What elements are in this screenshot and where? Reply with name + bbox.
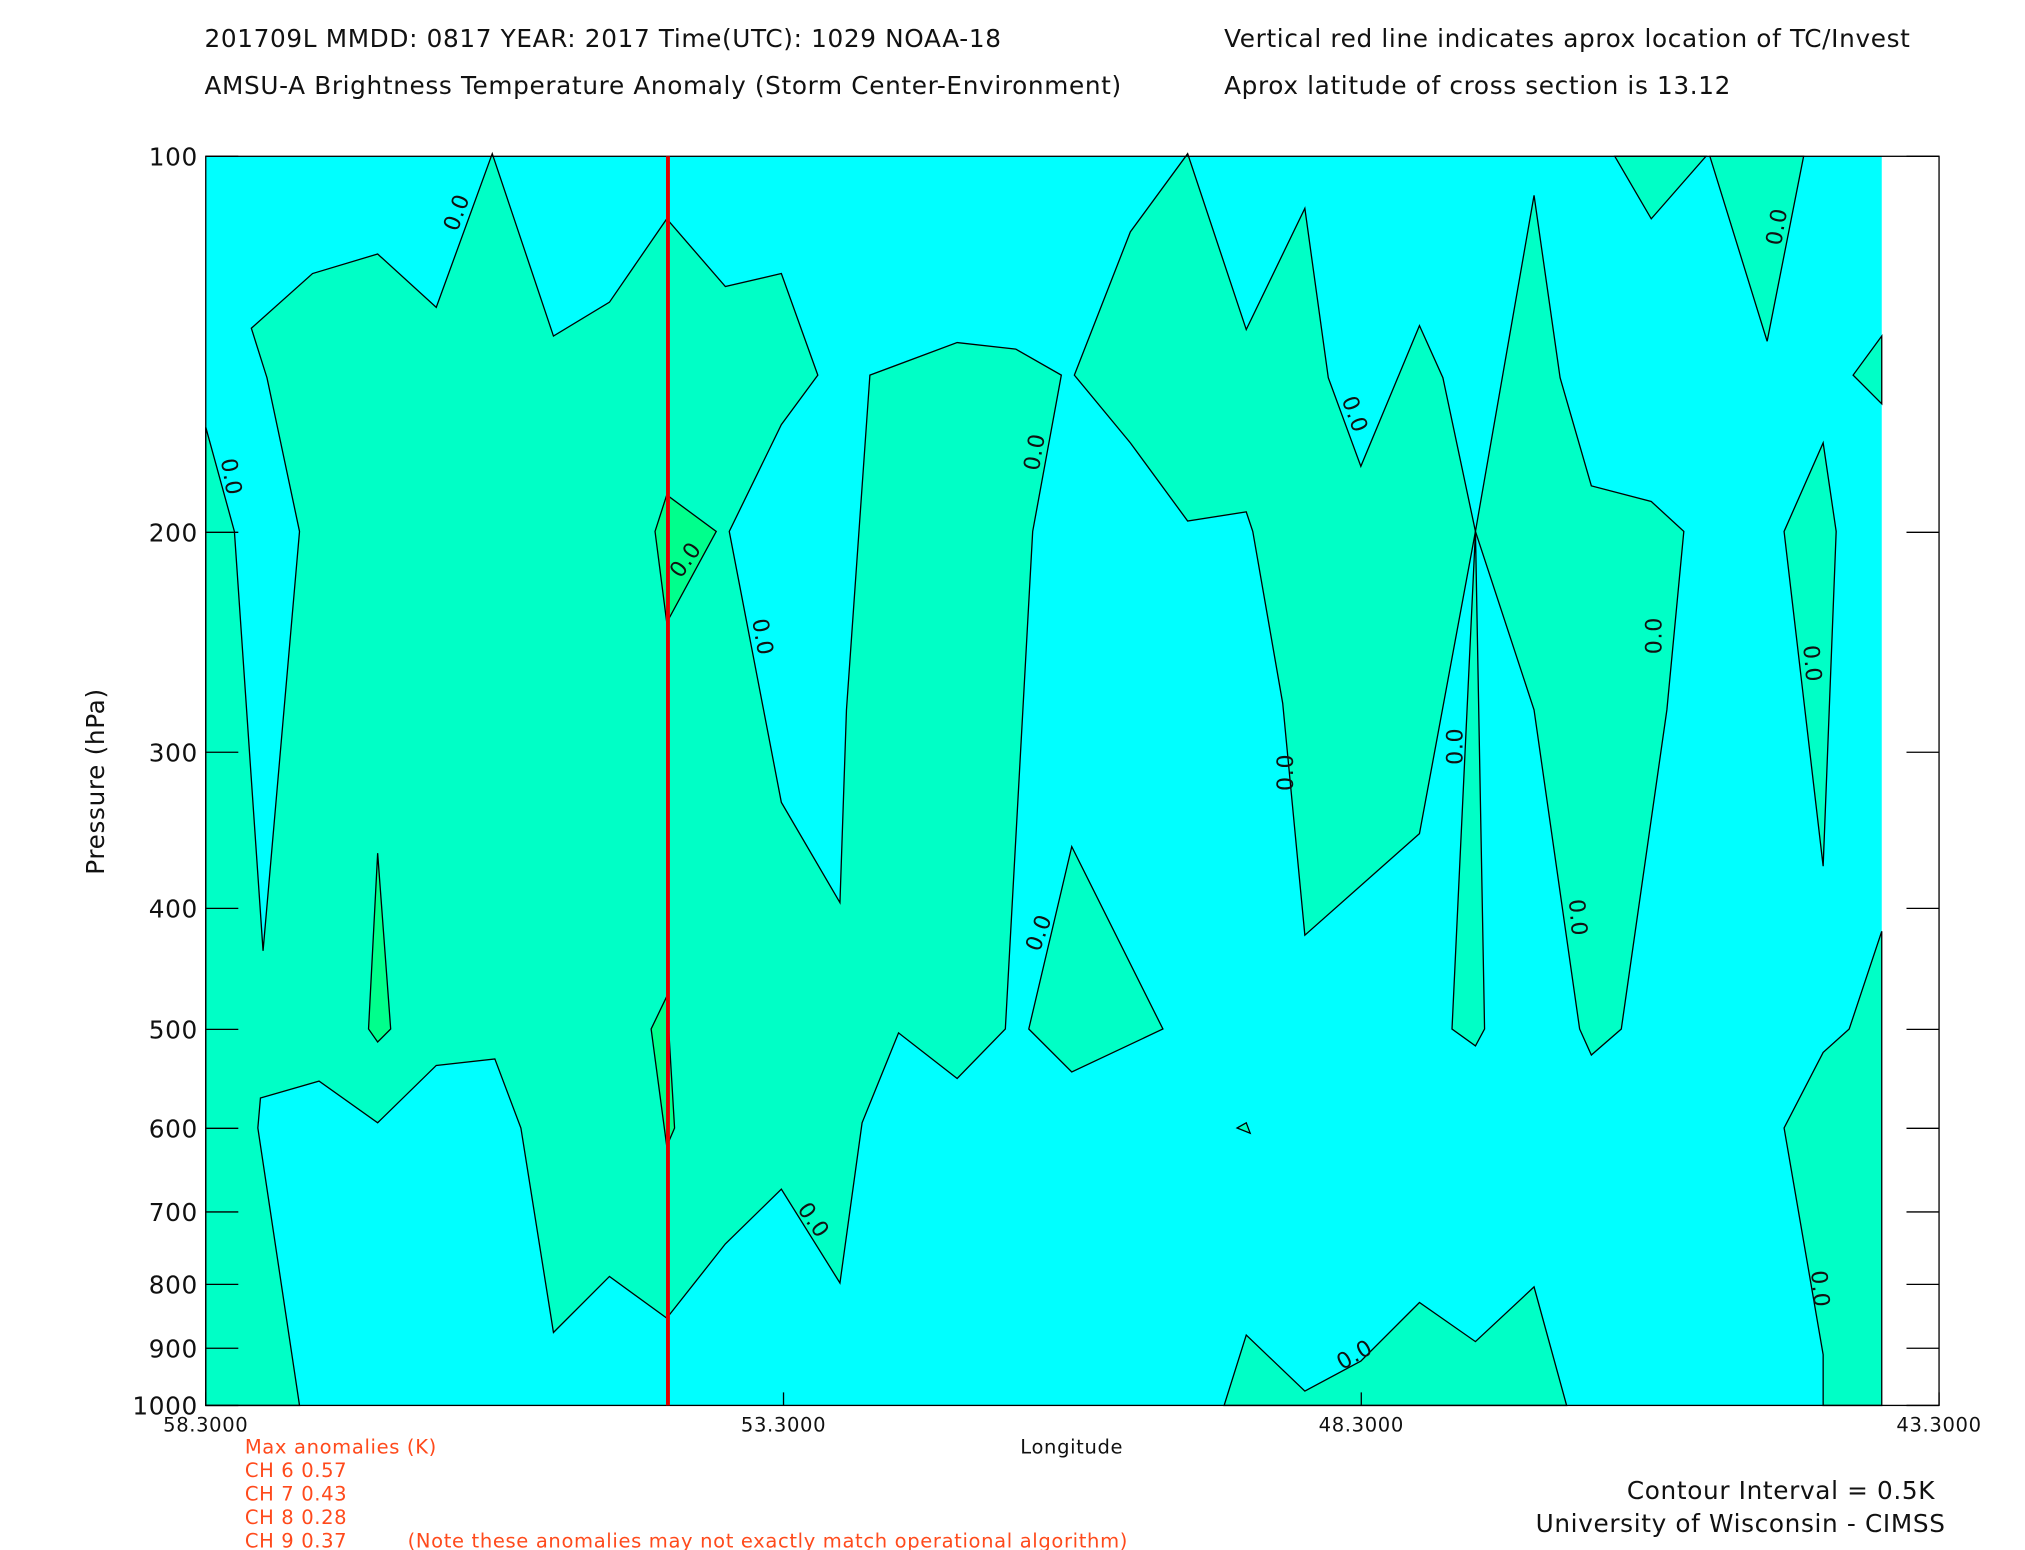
anomaly-row: CH 6 0.57 [245, 1459, 347, 1482]
y-tick-label: 1000 [132, 1392, 198, 1421]
x-tick-label: 58.3000 [163, 1413, 248, 1436]
y-label: Pressure (hPa) [81, 688, 110, 875]
contour-label: 0.0 [1442, 728, 1468, 765]
y-tick-label: 900 [149, 1334, 198, 1363]
note: Aprox latitude of cross section is 13.12 [1224, 71, 1731, 100]
footer: University of Wisconsin - CIMSS [1536, 1509, 1946, 1538]
y-tick-label: 400 [149, 894, 198, 923]
y-tick-label: 300 [149, 738, 198, 767]
note: Vertical red line indicates aprox locati… [1224, 24, 1910, 53]
x-tick-label: 53.3000 [741, 1413, 826, 1436]
footer: Contour Interval = 0.5K [1627, 1476, 1935, 1505]
contour-label: 0.0 [1761, 206, 1793, 247]
contour-label: 0.0 [1273, 754, 1299, 791]
anomaly-row: CH 8 0.28 [245, 1506, 347, 1529]
contour-label: 0.0 [1642, 617, 1668, 654]
anomaly-row: CH 7 0.43 [245, 1483, 347, 1506]
x-tick-label: 43.3000 [1896, 1413, 1981, 1436]
x-tick-label: 48.3000 [1319, 1413, 1404, 1436]
contour-label: 0.0 [746, 616, 778, 657]
y-tick-label: 500 [149, 1016, 198, 1045]
anomaly-note: (Note these anomalies may not exactly ma… [408, 1529, 1128, 1550]
contours [205, 151, 1883, 1407]
x-label: Longitude [1020, 1436, 1123, 1459]
contour-label: 0.0 [1797, 644, 1826, 683]
title: 201709L MMDD: 0817 YEAR: 2017 Time(UTC):… [204, 24, 1001, 53]
y-tick-label: 800 [149, 1270, 198, 1299]
y-tick-label: 700 [149, 1198, 198, 1227]
y-tick-label: 200 [149, 518, 198, 547]
anomaly-heading: Max anomalies (K) [245, 1436, 437, 1459]
y-tick-label: 100 [149, 142, 198, 171]
contour-label: 0.0 [1563, 898, 1592, 937]
anomaly-row: CH 9 0.37 [245, 1529, 347, 1550]
plot-frame [205, 155, 1940, 1407]
contour-label: 0.0 [1019, 432, 1051, 473]
contour-label: 0.0 [215, 456, 247, 497]
y-tick-label: 600 [149, 1114, 198, 1143]
contour-label: 0.0 [1805, 1269, 1834, 1308]
title: AMSU-A Brightness Temperature Anomaly (S… [204, 71, 1121, 100]
